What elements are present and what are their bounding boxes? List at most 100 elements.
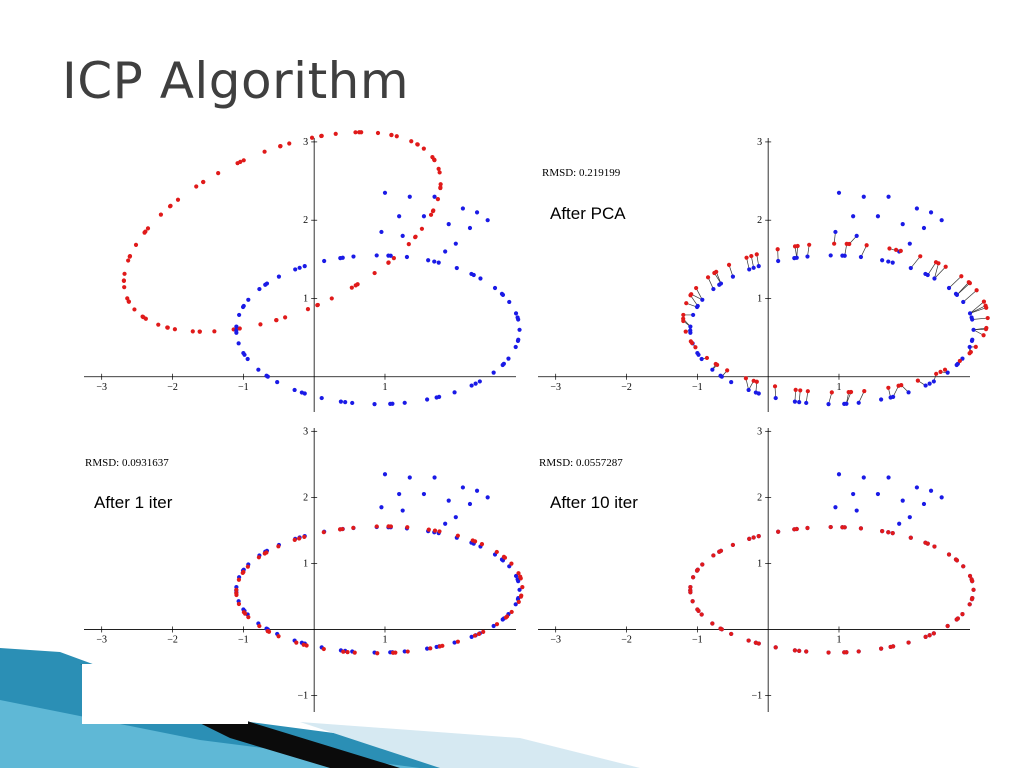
model-point <box>973 344 978 349</box>
model-point <box>953 557 959 562</box>
model-point <box>236 577 242 582</box>
model-point <box>413 235 418 240</box>
y-tick-label: 2 <box>303 215 308 226</box>
model-point <box>172 327 178 332</box>
model-point <box>234 592 239 598</box>
model-point <box>127 254 132 259</box>
model-point <box>435 197 441 202</box>
data-point <box>792 255 797 261</box>
data-point <box>776 258 781 264</box>
slide-title: ICP Algorithm <box>62 52 410 110</box>
correspondence-line <box>927 262 937 276</box>
model-point <box>405 525 410 530</box>
model-point <box>409 139 414 144</box>
model-point <box>879 646 884 651</box>
model-point <box>754 252 759 257</box>
model-point <box>349 285 354 290</box>
data-point <box>513 573 519 579</box>
model-point <box>772 384 778 389</box>
y-tick-label: −1 <box>298 690 309 701</box>
plot-panel-after-pca: −3 −2 −1 1 1 2 3 RMSD: 0.219199 After PCA <box>534 130 990 420</box>
correspondence-line <box>963 289 977 303</box>
data-point <box>746 387 751 393</box>
model-point <box>212 329 217 334</box>
data-point <box>719 374 724 379</box>
model-point <box>419 226 425 231</box>
data-point <box>275 379 280 385</box>
data-point <box>688 324 693 329</box>
scatter-plot-after-1-iter: −3 −2 −1 1 −1 1 2 3 <box>84 426 525 712</box>
data-point <box>351 254 356 259</box>
data-point <box>747 267 752 272</box>
decor-swoosh-light <box>0 700 420 768</box>
data-point <box>851 491 856 497</box>
data-point <box>967 344 972 350</box>
model-point <box>840 525 845 530</box>
model-point <box>712 270 717 276</box>
model-point <box>804 649 809 654</box>
data-point <box>833 229 838 235</box>
model-point <box>792 244 798 249</box>
model-point <box>266 629 272 634</box>
model-point <box>704 355 710 361</box>
model-point <box>726 262 732 267</box>
data-point <box>861 194 866 199</box>
model-point <box>283 315 288 320</box>
model-point <box>711 553 716 558</box>
data-point <box>460 206 465 211</box>
data-point <box>921 501 927 507</box>
model-point <box>421 146 426 151</box>
data-point <box>506 356 511 361</box>
data-point <box>836 190 842 195</box>
data-point <box>436 260 441 265</box>
model-point <box>683 329 688 334</box>
model-point <box>705 275 711 280</box>
model-point <box>844 650 849 655</box>
y-tick-label: 3 <box>757 426 762 437</box>
model-point <box>694 568 700 573</box>
model-point <box>756 533 761 539</box>
model-point <box>967 602 972 607</box>
model-point <box>276 634 281 639</box>
model-point <box>983 303 988 308</box>
model-point <box>194 184 199 189</box>
model-point <box>805 389 810 394</box>
data-point <box>234 330 239 335</box>
data-point <box>875 491 881 497</box>
data-point <box>908 265 913 271</box>
model-point <box>974 288 979 293</box>
model-point <box>505 614 510 619</box>
model-point <box>826 650 831 655</box>
model-point <box>518 574 523 579</box>
model-point <box>357 130 362 135</box>
model-point <box>142 230 147 235</box>
data-point <box>691 312 696 318</box>
data-point <box>710 367 715 372</box>
data-point <box>969 315 974 320</box>
y-tick-label: 1 <box>303 558 308 569</box>
y-tick-label: 2 <box>757 215 762 226</box>
model-point <box>262 551 267 556</box>
data-point <box>302 264 307 269</box>
model-point <box>394 134 399 139</box>
data-point <box>338 255 343 261</box>
model-point <box>864 243 869 248</box>
data-point <box>939 495 944 500</box>
model-point <box>287 141 292 146</box>
model-point <box>729 631 734 637</box>
data-point <box>711 286 716 292</box>
data-point <box>452 640 457 645</box>
data-point <box>485 218 490 223</box>
model-point <box>730 542 736 548</box>
data-point <box>891 394 896 399</box>
data-point <box>491 623 496 629</box>
data-point <box>246 297 251 302</box>
data-point <box>886 259 891 264</box>
correspondence-line <box>934 263 939 279</box>
model-point <box>749 253 754 259</box>
model-point <box>257 623 262 629</box>
data-point <box>797 400 802 405</box>
data-point <box>851 214 856 219</box>
model-point <box>509 609 514 615</box>
data-point <box>515 577 520 582</box>
